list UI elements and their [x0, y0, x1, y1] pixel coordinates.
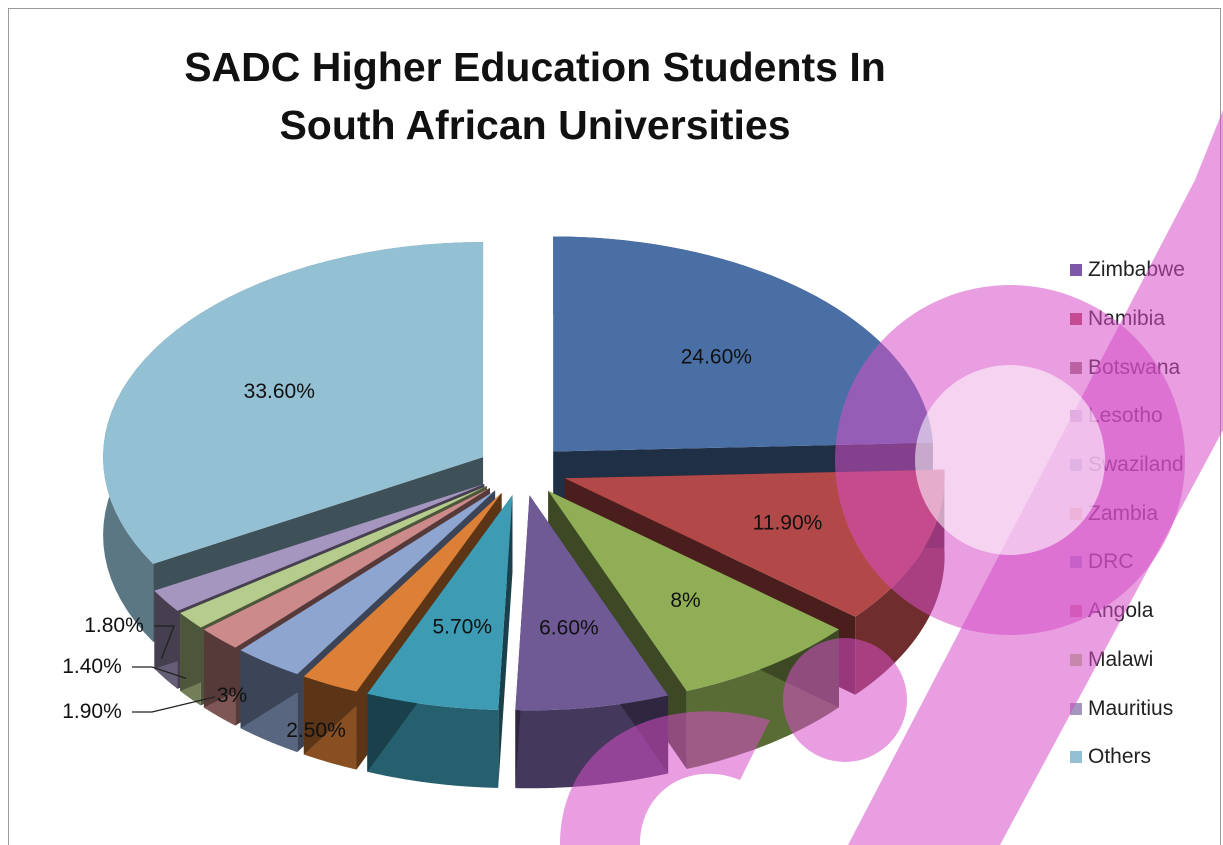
leader-line-angola [132, 696, 216, 713]
legend-item-botswana: Botswana [1070, 343, 1185, 392]
data-label-botswana: 8% [670, 589, 700, 612]
leader-line-malawi [132, 666, 187, 679]
chart-title: SADC Higher Education Students In South … [184, 44, 886, 148]
slice-mauritius [154, 483, 485, 611]
legend-item-angola: Angola [1070, 587, 1185, 636]
data-label-zimbabwe: 24.60% [681, 345, 752, 368]
legend-label: Others [1088, 745, 1152, 769]
data-label-others: 33.60% [244, 380, 315, 403]
legend-item-malawi: Malawi [1070, 636, 1185, 685]
data-label-drc: 3% [217, 684, 247, 707]
legend: Zimbabwe Namibia Botswana Lesotho Swaziland Z… [1070, 246, 1185, 782]
legend-swatch [1070, 459, 1082, 472]
legend-label: Mauritius [1088, 696, 1174, 720]
legend-label: Zimbabwe [1088, 258, 1185, 282]
legend-swatch [1070, 751, 1082, 764]
slice-zambia [303, 492, 502, 692]
data-label-swaziland: 5.70% [432, 615, 492, 638]
legend-label: Swaziland [1088, 453, 1184, 477]
slice-others [103, 242, 484, 564]
legend-swatch [1070, 556, 1082, 569]
legend-label: Lesotho [1088, 404, 1163, 428]
legend-item-namibia: Namibia [1070, 295, 1185, 344]
legend-item-others: Others [1070, 733, 1185, 782]
slice-angola [203, 487, 490, 648]
legend-label: Zambia [1088, 501, 1159, 525]
data-label-angola: 1.90% [62, 700, 122, 723]
legend-label: Malawi [1088, 647, 1154, 671]
legend-label: DRC [1088, 550, 1134, 574]
legend-item-drc: DRC [1070, 538, 1185, 587]
legend-swatch [1070, 410, 1082, 423]
slice-botswana [548, 490, 839, 692]
legend-swatch [1070, 313, 1082, 326]
leader-line-mauritius [154, 625, 175, 660]
legend-swatch [1070, 361, 1082, 374]
data-label-malawi: 1.40% [62, 655, 122, 678]
slice-drc [240, 490, 496, 675]
legend-label: Angola [1088, 599, 1154, 623]
legend-swatch [1070, 605, 1082, 618]
legend-item-swaziland: Swaziland [1070, 441, 1185, 490]
data-label-lesotho: 6.60% [539, 617, 599, 640]
legend-swatch [1070, 264, 1082, 277]
legend-item-zambia: Zambia [1070, 489, 1185, 538]
data-label-mauritius: 1.80% [84, 614, 144, 637]
slice-wall-drc-1 [240, 490, 496, 729]
legend-label: Botswana [1088, 355, 1181, 379]
slice-malawi [180, 486, 487, 628]
slice-zimbabwe [553, 236, 933, 452]
data-label-namibia: 11.90% [753, 511, 823, 534]
legend-item-mauritius: Mauritius [1070, 684, 1185, 733]
legend-swatch [1070, 653, 1082, 666]
slice-lesotho [515, 495, 669, 711]
data-label-zambia: 2.50% [286, 719, 346, 742]
legend-swatch [1070, 507, 1082, 520]
legend-item-zimbabwe: Zimbabwe [1070, 246, 1185, 295]
legend-label: Namibia [1088, 307, 1166, 331]
slice-swaziland [367, 495, 513, 710]
legend-item-lesotho: Lesotho [1070, 392, 1185, 441]
legend-swatch [1070, 702, 1082, 715]
